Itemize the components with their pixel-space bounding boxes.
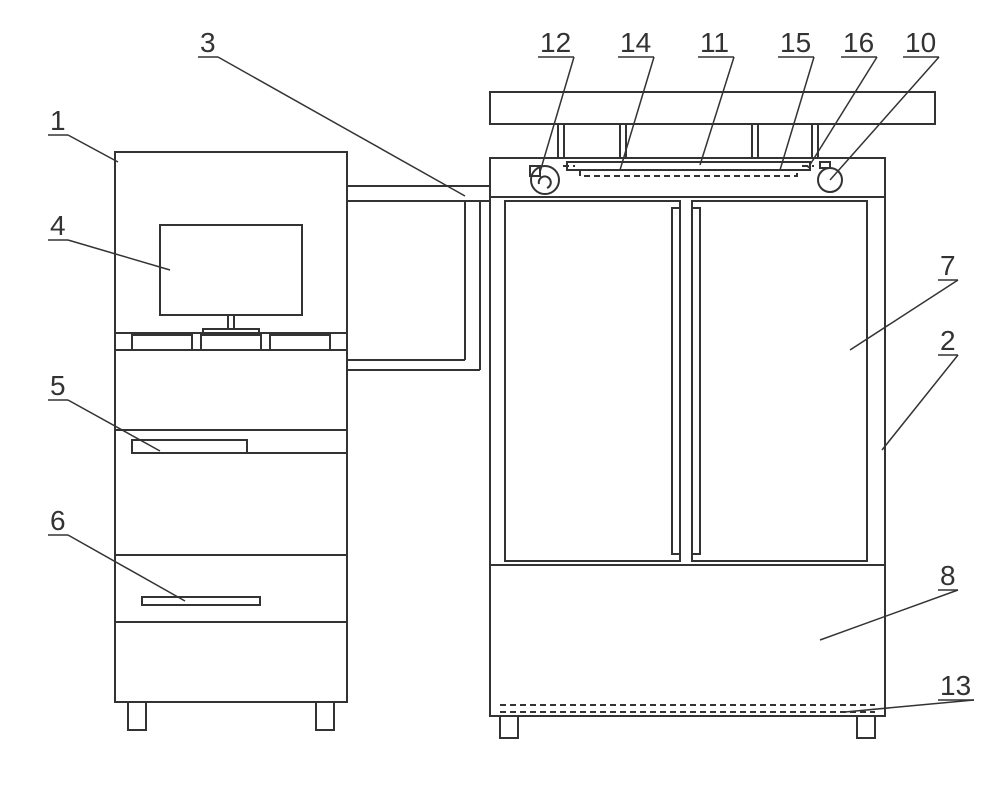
svg-text:1: 1 bbox=[50, 105, 66, 136]
svg-text:14: 14 bbox=[620, 27, 651, 58]
svg-text:11: 11 bbox=[700, 27, 729, 58]
svg-text:8: 8 bbox=[940, 560, 956, 591]
svg-text:3: 3 bbox=[200, 27, 216, 58]
svg-text:5: 5 bbox=[50, 370, 66, 401]
svg-text:13: 13 bbox=[940, 670, 971, 701]
svg-text:7: 7 bbox=[940, 250, 956, 281]
svg-text:2: 2 bbox=[940, 325, 956, 356]
svg-text:12: 12 bbox=[540, 27, 571, 58]
svg-text:6: 6 bbox=[50, 505, 66, 536]
svg-text:16: 16 bbox=[843, 27, 874, 58]
svg-text:10: 10 bbox=[905, 27, 936, 58]
svg-text:15: 15 bbox=[780, 27, 811, 58]
svg-text:4: 4 bbox=[50, 210, 66, 241]
